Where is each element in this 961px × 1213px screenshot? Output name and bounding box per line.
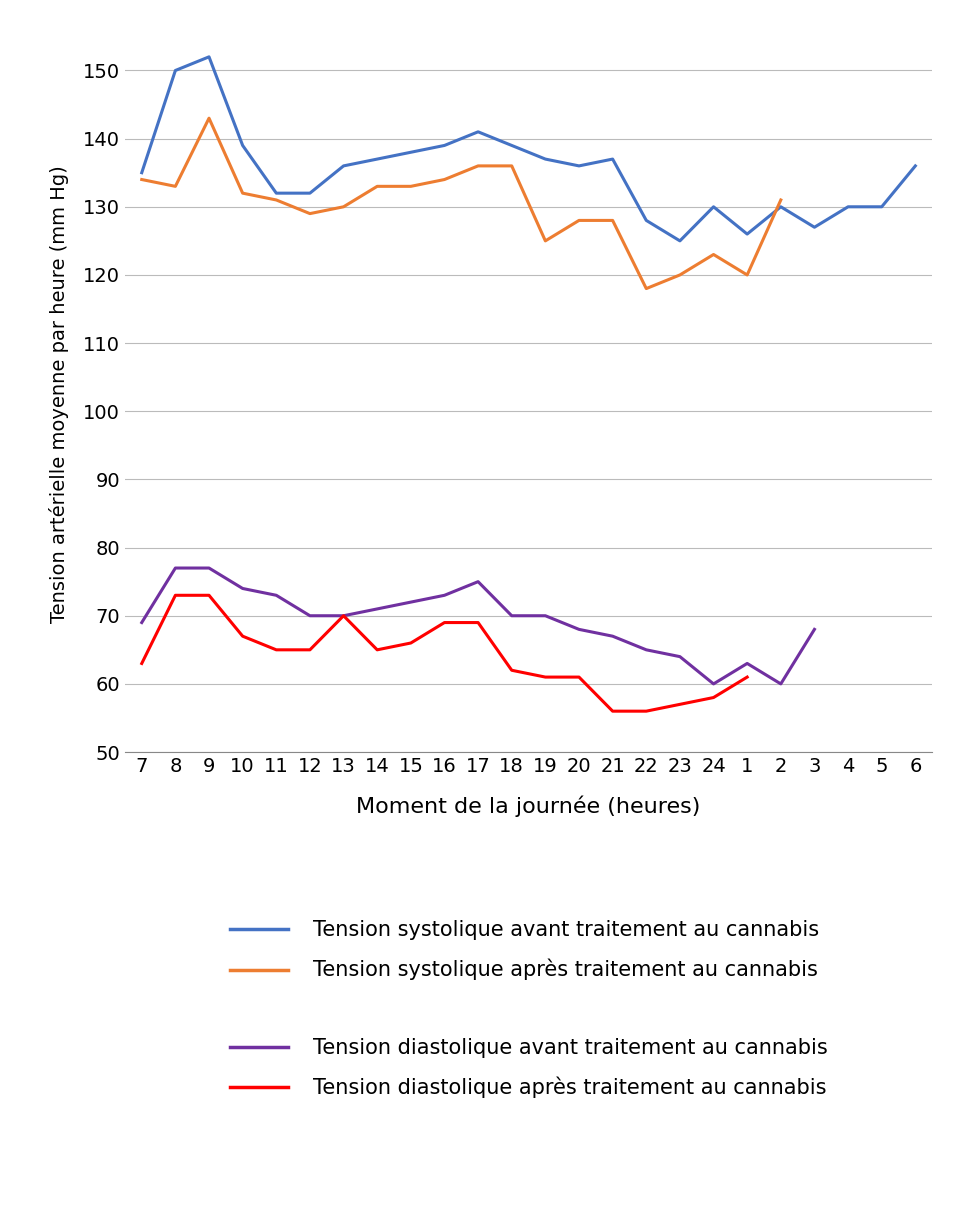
Legend: Tension systolique avant traitement au cannabis, Tension systolique après traite: Tension systolique avant traitement au c… bbox=[230, 919, 827, 1098]
X-axis label: Moment de la journée (heures): Moment de la journée (heures) bbox=[357, 796, 701, 816]
Y-axis label: Tension artérielle moyenne par heure (mm Hg): Tension artérielle moyenne par heure (mm… bbox=[49, 165, 69, 623]
